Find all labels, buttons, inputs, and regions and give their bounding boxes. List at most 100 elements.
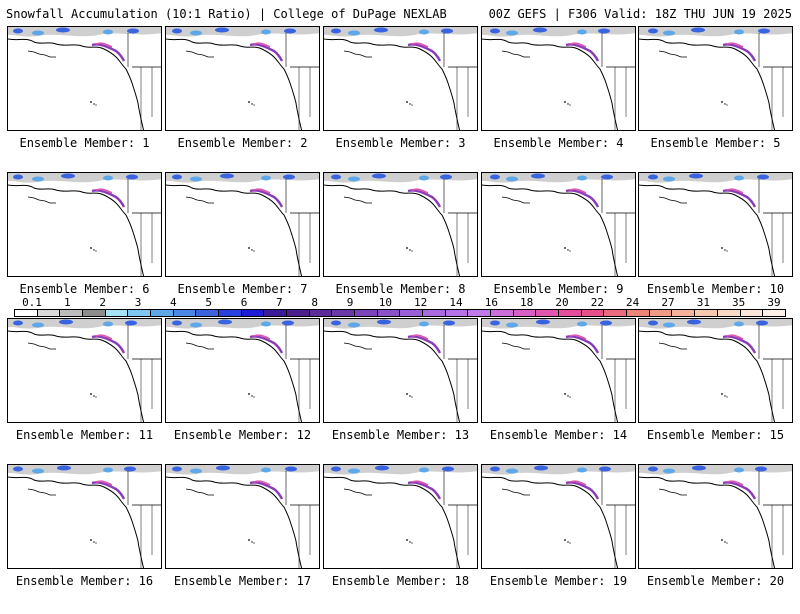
snow-patch <box>103 467 113 473</box>
ensemble-member-panel: Ensemble Member: 13 <box>323 318 478 468</box>
snow-patch <box>172 320 182 326</box>
coastal-mountain-snow <box>407 335 442 354</box>
aleutian-islands <box>501 50 530 58</box>
coastline <box>482 184 619 276</box>
snowfall-map <box>481 26 636 131</box>
snow-patch <box>375 465 389 471</box>
coastal-mountain-snow <box>91 335 126 354</box>
colorbar-swatch <box>219 310 242 316</box>
member-label: Ensemble Member: 9 <box>493 282 624 296</box>
snow-patch <box>377 319 391 325</box>
ensemble-member-panel: Ensemble Member: 20 <box>638 464 793 614</box>
snow-patch <box>103 321 113 327</box>
arctic-snow-cover <box>639 319 792 329</box>
hawaii-island <box>248 393 250 395</box>
coastal-mountain-snow <box>91 43 126 62</box>
hawaii-island <box>253 542 255 544</box>
heavy-snow-band <box>95 188 113 194</box>
heavy-snow-band <box>411 188 429 194</box>
snow-patch <box>261 175 271 181</box>
coastline <box>639 330 776 422</box>
hawaii-island <box>567 249 569 251</box>
snow-patch <box>691 27 705 33</box>
hawaii-island <box>564 539 566 541</box>
state-borders <box>614 505 627 568</box>
snow-patch <box>490 28 500 34</box>
colorbar-swatch <box>468 310 492 316</box>
snow-patch <box>372 173 386 179</box>
state-borders <box>614 67 627 130</box>
snow-patch <box>190 322 202 328</box>
snow-patch <box>13 174 23 180</box>
heavy-snow-band <box>95 42 113 48</box>
heavy-snow-band <box>726 42 744 48</box>
colorbar-tick-label: 10 <box>378 296 392 309</box>
snow-patch <box>506 30 518 36</box>
coastline <box>324 330 461 422</box>
snow-patch <box>577 29 587 35</box>
hawaii-island <box>90 393 92 395</box>
arctic-snow-cover <box>166 319 319 329</box>
ensemble-member-panel: Ensemble Member: 17 <box>165 464 320 614</box>
snow-patch <box>734 321 744 327</box>
hawaii-island <box>569 396 571 398</box>
arctic-snow-cover <box>8 465 161 475</box>
snow-patch <box>534 465 548 471</box>
colorbar-swatch <box>105 310 129 316</box>
coastal-mountain-snow <box>407 43 442 62</box>
hawaii-island <box>248 101 250 103</box>
coastal-mountain-snow <box>722 335 757 354</box>
colorbar-tick-label: 7 <box>276 296 283 309</box>
ensemble-member-panel: Ensemble Member: 14 <box>481 318 636 468</box>
state-borders <box>140 359 153 422</box>
ensemble-member-panel: Ensemble Member: 19 <box>481 464 636 614</box>
snow-patch <box>648 28 658 34</box>
snowfall-map <box>323 464 478 569</box>
aleutian-islands <box>27 50 56 58</box>
snow-patch <box>648 466 658 472</box>
colorbar-swatch <box>604 310 628 316</box>
snow-patch <box>283 174 295 180</box>
snowfall-map <box>481 172 636 277</box>
hawaii-island <box>95 542 97 544</box>
hawaii-island <box>721 247 723 249</box>
coastal-mountain-snow <box>91 189 126 208</box>
hawaii-island <box>724 103 726 105</box>
hawaii-island <box>251 541 253 543</box>
state-borders <box>140 213 153 276</box>
snow-patch <box>103 29 113 35</box>
colorbar-tick-label: 35 <box>732 296 746 309</box>
hawaii-island <box>409 103 411 105</box>
snow-patch <box>506 468 518 474</box>
snow-patch <box>443 320 455 326</box>
snow-patch <box>331 466 341 472</box>
snow-patch <box>285 466 297 472</box>
snow-patch <box>57 465 71 471</box>
snow-patch <box>348 30 360 36</box>
arctic-snow-cover <box>8 27 161 37</box>
coastline <box>324 38 461 130</box>
colorbar-swatch <box>37 310 61 316</box>
colorbar-tick-label: 27 <box>661 296 675 309</box>
snow-patch <box>282 320 294 326</box>
coastline <box>8 476 145 568</box>
coastal-mountain-snow <box>249 481 284 500</box>
hawaii-island <box>406 539 408 541</box>
snowfall-map <box>638 172 793 277</box>
snow-patch <box>600 320 612 326</box>
colorbar-swatch <box>559 310 582 316</box>
snow-patch <box>190 468 202 474</box>
snowfall-map <box>323 26 478 131</box>
aleutian-islands <box>501 196 530 204</box>
heavy-snow-band <box>253 42 271 48</box>
hawaii-island <box>721 101 723 103</box>
snow-patch <box>419 29 429 35</box>
state-borders <box>771 505 784 568</box>
colorbar-swatch <box>196 310 220 316</box>
colorbar-tick-label: 24 <box>626 296 640 309</box>
ensemble-member-panel: Ensemble Member: 12 <box>165 318 320 468</box>
snowfall-map <box>481 464 636 569</box>
colorbar-swatch <box>649 310 673 316</box>
member-label: Ensemble Member: 2 <box>177 136 308 150</box>
snow-patch <box>734 29 744 35</box>
